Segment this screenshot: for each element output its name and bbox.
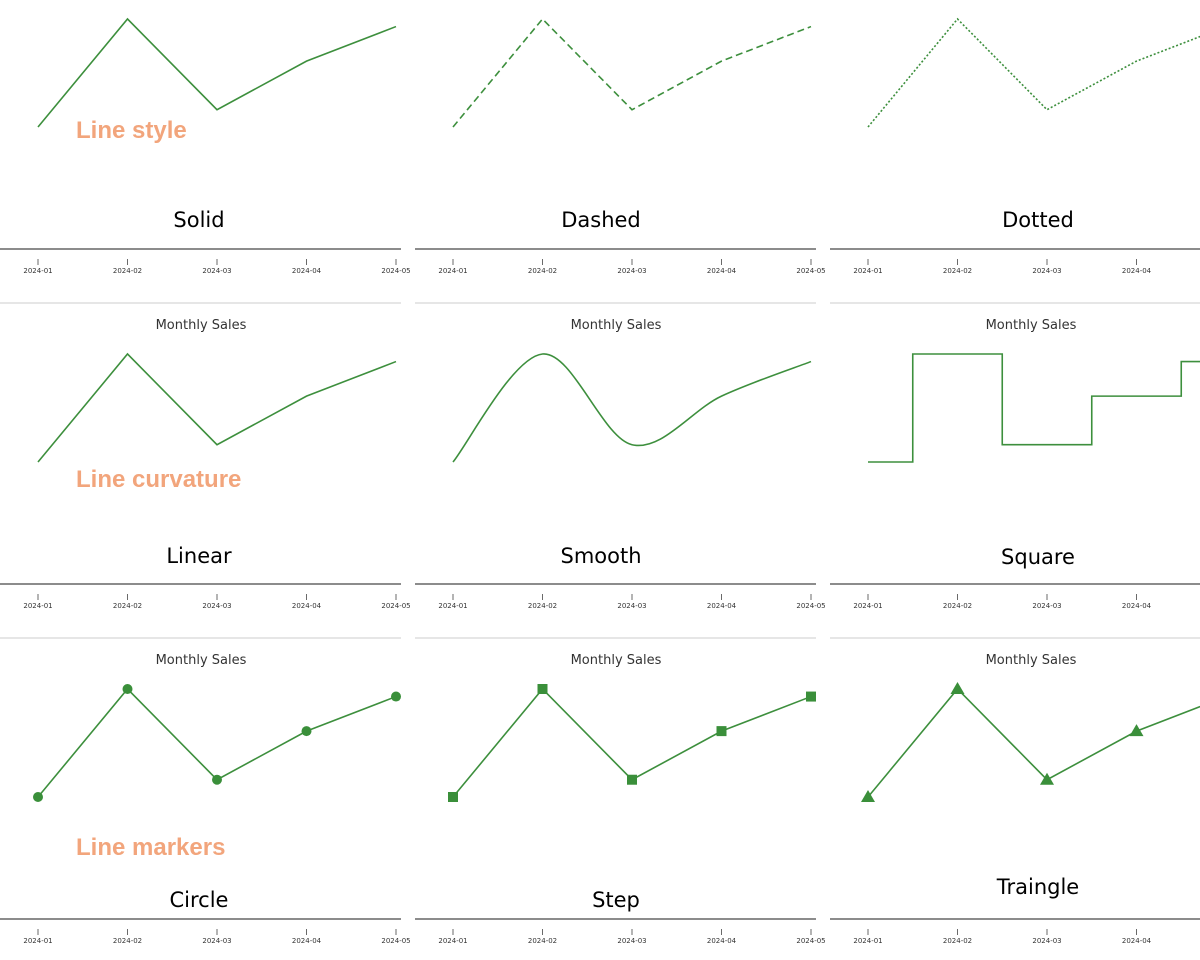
chart-label: Linear <box>166 544 232 568</box>
x-tick-label: 2024-04 <box>707 267 737 275</box>
x-tick-label: 2024-05 <box>381 602 410 610</box>
x-tick-label: 2024-02 <box>113 267 142 275</box>
x-tick-label: 2024-02 <box>113 602 142 610</box>
x-tick-label: 2024-03 <box>1032 937 1061 945</box>
chart-panel-traingle: Monthly Sales Traingle 2024-01 2024-02 2024-… <box>830 653 1200 945</box>
series-line <box>452 17 812 128</box>
x-tick-label: 2024-01 <box>853 267 882 275</box>
x-tick-label: 2024-02 <box>528 937 557 945</box>
x-tick-label: 2024-05 <box>796 937 825 945</box>
x-tick-label: 2024-02 <box>943 267 972 275</box>
x-tick-label: 2024-03 <box>202 267 231 275</box>
chart-label: Step <box>592 888 640 912</box>
x-tick-label: 2024-03 <box>1032 602 1061 610</box>
x-tick-label: 2024-03 <box>1032 267 1061 275</box>
section-label: Line style <box>76 117 187 144</box>
x-tick-label: 2024-04 <box>292 602 322 610</box>
x-tick-label: 2024-04 <box>292 267 322 275</box>
x-tick-label: 2024-01 <box>23 267 52 275</box>
x-tick-label: 2024-03 <box>617 937 646 945</box>
data-point-triangle <box>1040 772 1054 785</box>
data-point-triangle <box>950 682 965 694</box>
chart-label: Dotted <box>1002 208 1074 232</box>
series-line <box>867 687 1200 798</box>
x-tick-label: 2024-02 <box>943 602 972 610</box>
chart-label: Smooth <box>560 544 641 568</box>
chart-title: Monthly Sales <box>156 653 247 668</box>
series-line <box>452 353 812 463</box>
data-point-circle <box>212 774 222 785</box>
chart-title: Monthly Sales <box>571 318 662 333</box>
x-tick-label: 2024-01 <box>438 937 467 945</box>
x-tick-label: 2024-03 <box>202 937 231 945</box>
x-tick-label: 2024-05 <box>381 267 410 275</box>
x-tick-label: 2024-03 <box>617 267 646 275</box>
chart-panel-linear: Monthly Sales Linear 2024-01 2024-02 2024-03… <box>0 318 411 639</box>
chart-panel-square: Monthly Sales Square 2024-01 2024-02 2024-03… <box>830 318 1200 639</box>
series-line <box>37 352 397 463</box>
x-tick-label: 2024-05 <box>796 267 825 275</box>
x-tick-label: 2024-05 <box>381 937 410 945</box>
chart-label: Dashed <box>561 208 641 232</box>
chart-title: Monthly Sales <box>986 318 1077 333</box>
chart-panel-circle: Monthly Sales Circle 2024-01 2024-02 2024-03… <box>0 653 411 945</box>
series-line <box>868 353 1200 463</box>
x-tick-label: 2024-04 <box>707 937 737 945</box>
data-point-circle <box>301 726 312 737</box>
data-point-triangle <box>1129 724 1144 737</box>
chart-panel-dotted: Monthly SalesDotted2024-012024-022024-03… <box>830 17 1200 304</box>
series-line <box>37 17 397 128</box>
x-tick-label: 2024-01 <box>438 267 467 275</box>
data-point-square <box>537 684 548 694</box>
data-point-triangle <box>861 790 875 802</box>
data-point-circle <box>33 792 43 802</box>
chart-label: Traingle <box>996 875 1079 899</box>
x-tick-label: 2024-04 <box>707 602 737 610</box>
x-tick-label: 2024-04 <box>292 937 322 945</box>
x-tick-label: 2024-02 <box>113 937 142 945</box>
x-tick-label: 2024-03 <box>617 602 646 610</box>
data-point-square <box>716 726 727 737</box>
section-label: Line markers <box>76 834 225 861</box>
x-tick-label: 2024-01 <box>23 937 52 945</box>
x-tick-label: 2024-04 <box>1122 267 1152 275</box>
data-point-square <box>448 792 458 802</box>
x-tick-label: 2024-01 <box>438 602 467 610</box>
data-point-square <box>627 774 637 785</box>
chart-title: Monthly Sales <box>156 318 247 333</box>
chart-panel-dashed: Monthly SalesDashed2024-012024-022024-03… <box>415 17 826 304</box>
x-tick-label: 2024-03 <box>202 602 231 610</box>
chart-title: Monthly Sales <box>571 653 662 668</box>
x-tick-label: 2024-01 <box>853 602 882 610</box>
x-tick-label: 2024-02 <box>943 937 972 945</box>
x-tick-label: 2024-02 <box>528 267 557 275</box>
x-tick-label: 2024-02 <box>528 602 557 610</box>
chart-label: Square <box>1001 545 1075 569</box>
x-tick-label: 2024-05 <box>796 602 825 610</box>
x-tick-label: 2024-04 <box>1122 602 1152 610</box>
data-point-circle <box>391 691 401 702</box>
x-tick-label: 2024-01 <box>23 602 52 610</box>
chart-panel-smooth: Monthly Sales Smooth 2024-01 2024-02 2024-03… <box>415 318 826 639</box>
series-line <box>867 17 1200 128</box>
section-label: Line curvature <box>76 466 241 493</box>
chart-label: Circle <box>170 888 229 912</box>
x-tick-label: 2024-01 <box>853 937 882 945</box>
chart-title: Monthly Sales <box>986 653 1077 668</box>
data-point-square <box>806 691 816 702</box>
data-point-circle <box>122 684 133 694</box>
x-tick-label: 2024-04 <box>1122 937 1152 945</box>
chart-panel-step: Monthly Sales Step 2024-01 2024-02 2024-03 20… <box>415 653 826 945</box>
chart-label: Solid <box>173 208 224 232</box>
chart-panel-solid: Monthly SalesSolid2024-012024-022024-032… <box>0 17 411 304</box>
